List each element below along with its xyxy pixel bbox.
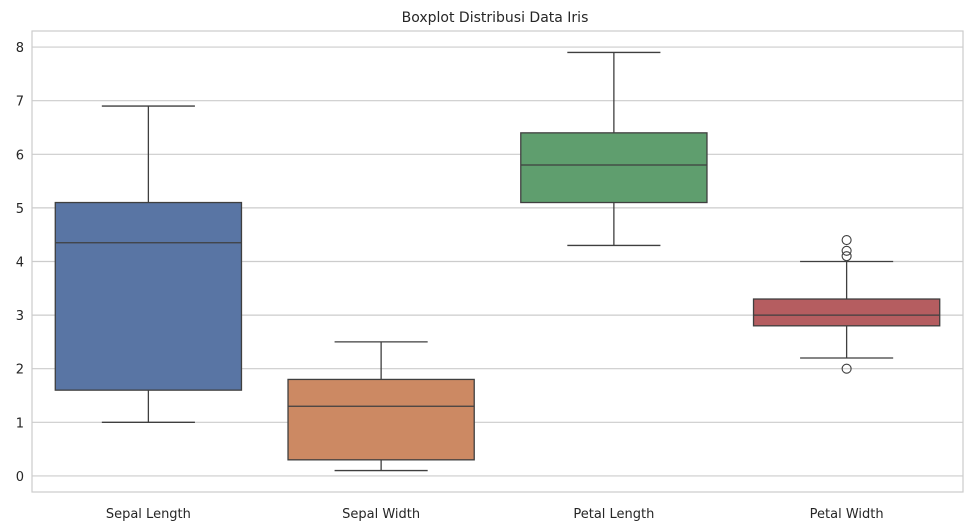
x-tick-label: Sepal Width: [342, 507, 420, 522]
box: [520, 132, 708, 204]
outlier-point: [841, 363, 852, 374]
y-tick-label: 4: [16, 256, 24, 271]
box: [287, 378, 475, 461]
x-tick-label: Sepal Length: [106, 507, 191, 522]
chart-title: Boxplot Distribusi Data Iris: [402, 10, 589, 26]
box: [752, 298, 941, 327]
box-group: [520, 51, 708, 247]
x-tick-label: Petal Length: [573, 507, 654, 522]
y-tick-label: 6: [16, 148, 24, 163]
y-tick-label: 7: [16, 95, 24, 110]
box: [54, 201, 243, 391]
y-tick-label: 2: [16, 363, 24, 378]
outlier-point: [841, 245, 852, 256]
box-group: [287, 341, 475, 472]
plot-frame: [31, 30, 964, 493]
outlier-point: [841, 235, 852, 246]
y-tick-label: 8: [16, 41, 24, 56]
box-group: [54, 105, 243, 423]
y-tick-label: 3: [16, 309, 24, 324]
y-tick-label: 0: [16, 470, 24, 485]
y-tick-label: 1: [16, 416, 24, 431]
x-tick-labels: Sepal Length Sepal Width Petal Length Petal…: [106, 507, 884, 522]
y-tick-label: 5: [16, 202, 24, 217]
y-tick-labels: 0 1 2 3 4 5 6 7 8: [16, 41, 24, 485]
box-group: [752, 235, 941, 374]
x-tick-label: Petal Width: [810, 507, 884, 522]
outlier-point: [841, 251, 852, 262]
boxes: [54, 51, 941, 472]
